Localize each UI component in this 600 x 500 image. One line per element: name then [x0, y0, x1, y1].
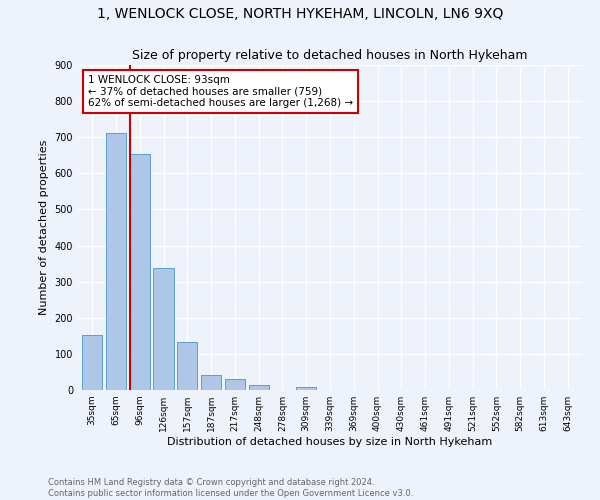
Text: 1 WENLOCK CLOSE: 93sqm
← 37% of detached houses are smaller (759)
62% of semi-de: 1 WENLOCK CLOSE: 93sqm ← 37% of detached… — [88, 74, 353, 108]
Bar — [296, 387, 316, 390]
Text: Contains HM Land Registry data © Crown copyright and database right 2024.
Contai: Contains HM Land Registry data © Crown c… — [48, 478, 413, 498]
Bar — [130, 154, 150, 390]
Bar — [248, 386, 269, 390]
Bar — [225, 379, 245, 390]
Bar — [154, 268, 173, 390]
Title: Size of property relative to detached houses in North Hykeham: Size of property relative to detached ho… — [132, 50, 528, 62]
Text: 1, WENLOCK CLOSE, NORTH HYKEHAM, LINCOLN, LN6 9XQ: 1, WENLOCK CLOSE, NORTH HYKEHAM, LINCOLN… — [97, 8, 503, 22]
Bar — [177, 342, 197, 390]
X-axis label: Distribution of detached houses by size in North Hykeham: Distribution of detached houses by size … — [167, 437, 493, 447]
Y-axis label: Number of detached properties: Number of detached properties — [39, 140, 49, 315]
Bar — [82, 335, 103, 390]
Bar — [201, 375, 221, 390]
Bar — [106, 133, 126, 390]
